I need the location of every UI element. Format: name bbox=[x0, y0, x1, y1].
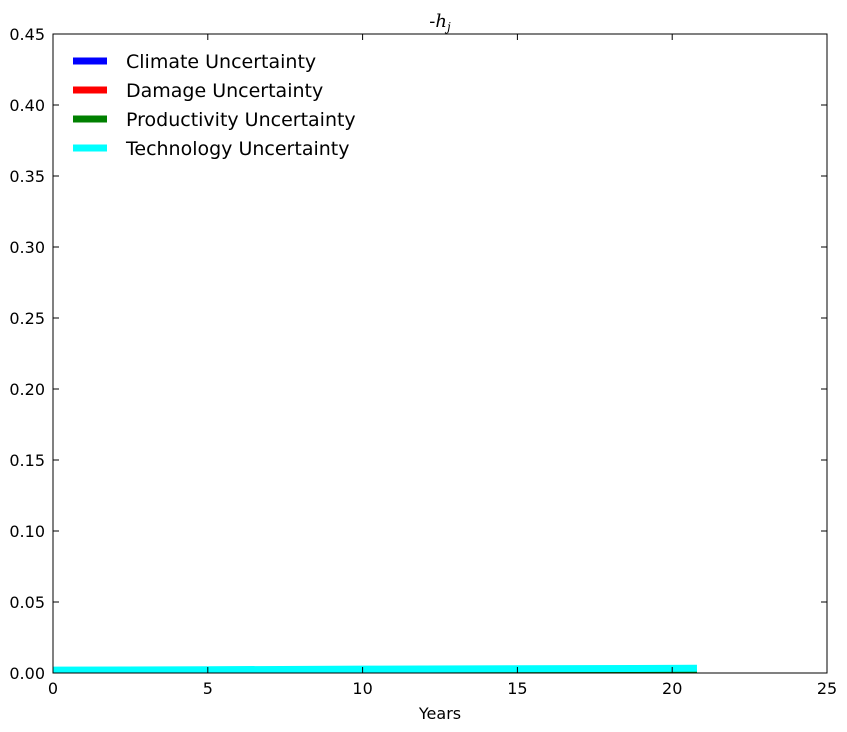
x-tick-label: 10 bbox=[352, 679, 372, 698]
legend: Climate Uncertainty Damage Uncertainty Pro… bbox=[73, 51, 356, 160]
series-group bbox=[53, 664, 697, 673]
legend-item: Climate Uncertainty bbox=[73, 51, 316, 73]
y-tick-label: 0.30 bbox=[9, 238, 45, 257]
axis-ticks bbox=[52, 33, 828, 674]
y-tick-label: 0.15 bbox=[9, 451, 45, 470]
x-tick-label: 25 bbox=[817, 679, 837, 698]
y-tick-label: 0.05 bbox=[9, 593, 45, 612]
chart-title: -hj bbox=[429, 11, 451, 34]
legend-label: Technology Uncertainty bbox=[125, 138, 349, 160]
x-tick-label: 5 bbox=[203, 679, 213, 698]
legend-label: Climate Uncertainty bbox=[126, 51, 316, 73]
legend-item: Damage Uncertainty bbox=[73, 80, 323, 102]
x-axis-label: Years bbox=[418, 704, 461, 723]
series-line-technology-uncertainty bbox=[53, 664, 697, 673]
axis-tick-labels: 0 5 10 15 20 25 0.00 0.05 0.10 0.15 0.20 0.25 0.30 0.… bbox=[9, 25, 837, 698]
x-tick-label: 20 bbox=[662, 679, 682, 698]
x-tick-label: 0 bbox=[48, 679, 58, 698]
plot-frame bbox=[52, 33, 828, 674]
y-tick-label: 0.25 bbox=[9, 309, 45, 328]
legend-item: Technology Uncertainty bbox=[73, 138, 349, 160]
title-subscript: j bbox=[444, 20, 451, 34]
legend-label: Damage Uncertainty bbox=[126, 80, 323, 102]
y-tick-label: 0.40 bbox=[9, 96, 45, 115]
title-prefix: - bbox=[429, 11, 435, 32]
legend-item: Productivity Uncertainty bbox=[73, 109, 356, 131]
y-tick-label: 0.45 bbox=[9, 25, 45, 44]
y-tick-label: 0.20 bbox=[9, 380, 45, 399]
legend-label: Productivity Uncertainty bbox=[126, 109, 356, 131]
x-tick-label: 15 bbox=[507, 679, 527, 698]
plot-marks bbox=[53, 664, 697, 673]
title-main: h bbox=[435, 11, 447, 32]
y-tick-label: 0.00 bbox=[9, 664, 45, 683]
y-tick-label: 0.10 bbox=[9, 522, 45, 541]
y-tick-label: 0.35 bbox=[9, 167, 45, 186]
